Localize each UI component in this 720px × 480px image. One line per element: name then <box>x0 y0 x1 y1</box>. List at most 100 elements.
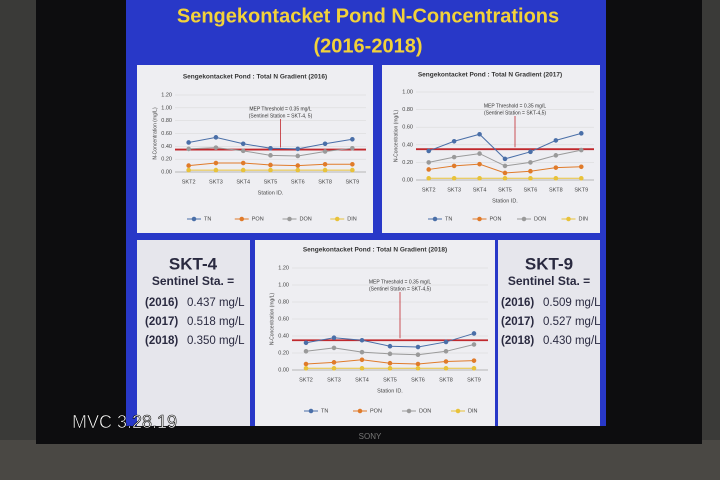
y-tick-label: 0.60 <box>278 316 289 322</box>
data-point <box>359 337 365 343</box>
data-point <box>268 167 273 173</box>
x-tick-label: SKT3 <box>209 179 223 185</box>
y-tick-label: 0.00 <box>161 169 172 175</box>
data-point <box>528 168 533 174</box>
y-tick-label: 1.00 <box>402 89 413 95</box>
legend-label: DON <box>419 408 431 414</box>
data-point <box>268 145 273 151</box>
data-point <box>477 161 482 167</box>
panel-subheading: Sentinel Sta. = <box>508 274 590 288</box>
panel-value: 0.350 mg/L <box>187 335 245 347</box>
y-tick-label: 0.40 <box>278 333 289 339</box>
x-tick-label: SKT5 <box>498 187 512 193</box>
annotation: (Sentinel Station = SKT-4, 5) <box>249 113 313 119</box>
data-point <box>295 146 301 152</box>
x-tick-label: SKT3 <box>327 377 341 383</box>
panel-value: 0.509 mg/L <box>543 297 601 309</box>
panel-value: 0.437 mg/L <box>187 297 245 309</box>
annotation: (Sentinel Station = SKT-4,5) <box>484 110 546 116</box>
y-tick-label: 0.20 <box>402 160 413 166</box>
data-point <box>502 170 508 176</box>
data-point <box>387 366 393 371</box>
data-point <box>578 175 584 181</box>
data-point <box>553 165 559 170</box>
data-point <box>451 138 457 144</box>
data-point <box>295 163 301 168</box>
panel-subheading: Sentinel Sta. = <box>152 274 234 288</box>
legend-label: PON <box>370 408 382 414</box>
data-point <box>331 360 337 365</box>
chart-title: Sengekontacket Pond : Total N Gradient (… <box>418 72 562 79</box>
legend-marker <box>477 216 482 222</box>
y-tick-label: 0.40 <box>161 144 172 150</box>
x-tick-label: SKT2 <box>299 377 313 383</box>
x-tick-label: SKT5 <box>383 377 397 383</box>
data-point <box>502 163 508 169</box>
data-point <box>387 351 393 357</box>
data-point <box>415 352 421 358</box>
data-point <box>443 339 449 345</box>
data-point <box>303 349 309 354</box>
data-point <box>331 366 337 371</box>
legend-marker <box>432 216 438 222</box>
legend-marker <box>308 408 314 414</box>
data-point <box>578 164 584 170</box>
panel-year: (2018) <box>501 335 534 347</box>
y-axis-label: N-Concentration (mg/L) <box>393 110 399 163</box>
y-tick-label: 1.00 <box>161 105 172 111</box>
data-point <box>426 175 432 181</box>
legend-label: PON <box>252 216 264 222</box>
data-point <box>303 366 309 371</box>
x-axis-label: Station ID. <box>492 198 518 204</box>
x-tick-label: SKT3 <box>447 187 461 193</box>
data-point <box>186 163 191 168</box>
legend-marker <box>521 216 527 222</box>
legend-marker <box>239 216 245 222</box>
data-point <box>443 349 449 354</box>
panel-year: (2017) <box>501 316 534 328</box>
y-tick-label: 0.20 <box>161 157 172 163</box>
data-point <box>322 149 328 154</box>
y-tick-label: 1.00 <box>278 282 289 288</box>
x-tick-label: SKT8 <box>549 187 563 193</box>
x-tick-label: SKT9 <box>467 377 481 383</box>
x-tick-label: SKT9 <box>345 179 359 185</box>
data-point <box>359 366 365 371</box>
data-point <box>322 167 328 173</box>
data-point <box>268 153 273 158</box>
watermark: MVC 3.28.19 <box>72 412 177 432</box>
data-point <box>578 147 584 153</box>
legend-label: TN <box>445 216 452 222</box>
data-point <box>240 148 246 154</box>
y-tick-label: 0.60 <box>402 125 413 131</box>
data-point <box>426 160 432 165</box>
data-point <box>426 167 432 172</box>
data-point <box>443 359 449 364</box>
data-point <box>240 141 246 147</box>
data-point <box>443 366 449 371</box>
data-point <box>350 136 355 142</box>
data-point <box>186 140 191 145</box>
data-point <box>471 331 477 336</box>
y-tick-label: 0.80 <box>161 118 172 124</box>
info-panel <box>498 240 600 426</box>
floor-wall <box>0 440 720 480</box>
data-point <box>415 361 421 367</box>
x-tick-label: SKT6 <box>524 187 538 193</box>
annotation: (Sentinel Station = SKT-4,5) <box>369 286 431 292</box>
legend-label: DIN <box>468 408 478 414</box>
x-tick-label: SKT2 <box>422 187 436 193</box>
data-point <box>477 175 482 181</box>
data-point <box>331 335 337 341</box>
x-tick-label: SKT4 <box>236 179 250 185</box>
x-tick-label: SKT8 <box>318 179 332 185</box>
legend-label: TN <box>321 408 328 414</box>
legend-marker <box>357 408 363 414</box>
panel-year: (2017) <box>145 316 178 328</box>
data-point <box>359 357 365 363</box>
legend-label: DON <box>534 216 546 222</box>
panel-heading: SKT-9 <box>525 254 573 273</box>
data-point <box>186 146 191 152</box>
panel-heading: SKT-4 <box>169 254 218 273</box>
